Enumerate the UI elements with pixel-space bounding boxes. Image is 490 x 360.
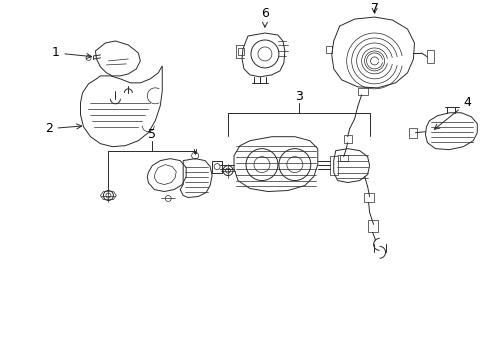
Text: 2: 2 [45, 122, 82, 135]
Text: 1: 1 [51, 46, 92, 59]
Text: 5: 5 [148, 128, 156, 141]
Text: 6: 6 [261, 6, 269, 27]
Text: 7: 7 [370, 1, 379, 15]
Text: 4: 4 [435, 96, 471, 129]
Text: 3: 3 [295, 90, 303, 103]
